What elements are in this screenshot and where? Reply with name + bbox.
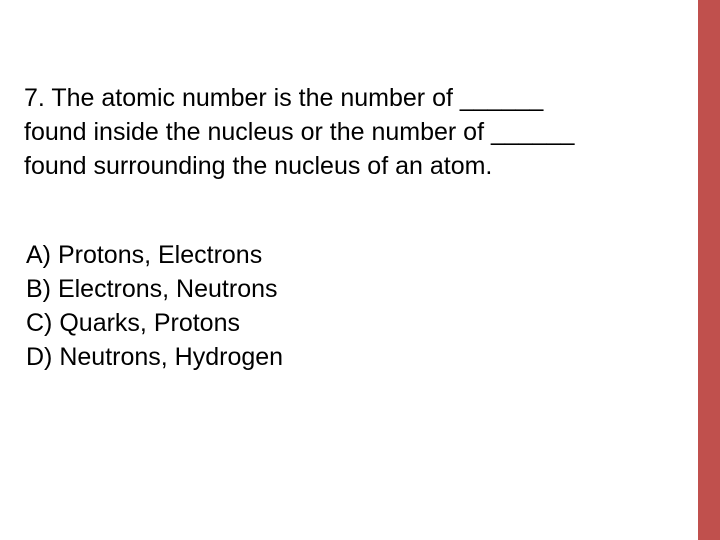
option-c-text: Quarks, Protons (59, 309, 240, 337)
question-line-1: 7. The atomic number is the number of __… (24, 82, 684, 116)
question-line-2: found inside the nucleus or the number o… (24, 116, 684, 150)
option-a-text: Protons, Electrons (58, 241, 262, 269)
option-a: A) Protons, Electrons (26, 239, 684, 273)
slide-content: 7. The atomic number is the number of __… (24, 82, 684, 374)
option-c: C) Quarks, Protons (26, 307, 684, 341)
option-b: B) Electrons, Neutrons (26, 273, 684, 307)
option-a-label: A) (26, 241, 51, 269)
question-text: 7. The atomic number is the number of __… (24, 82, 684, 183)
option-d-label: D) (26, 343, 52, 371)
answer-options: A) Protons, Electrons B) Electrons, Neut… (24, 239, 684, 374)
option-b-label: B) (26, 275, 51, 303)
option-c-label: C) (26, 309, 52, 337)
option-d-text: Neutrons, Hydrogen (59, 343, 283, 371)
accent-sidebar (698, 0, 720, 540)
question-line-3: found surrounding the nucleus of an atom… (24, 150, 684, 184)
option-d: D) Neutrons, Hydrogen (26, 341, 684, 375)
option-b-text: Electrons, Neutrons (58, 275, 278, 303)
